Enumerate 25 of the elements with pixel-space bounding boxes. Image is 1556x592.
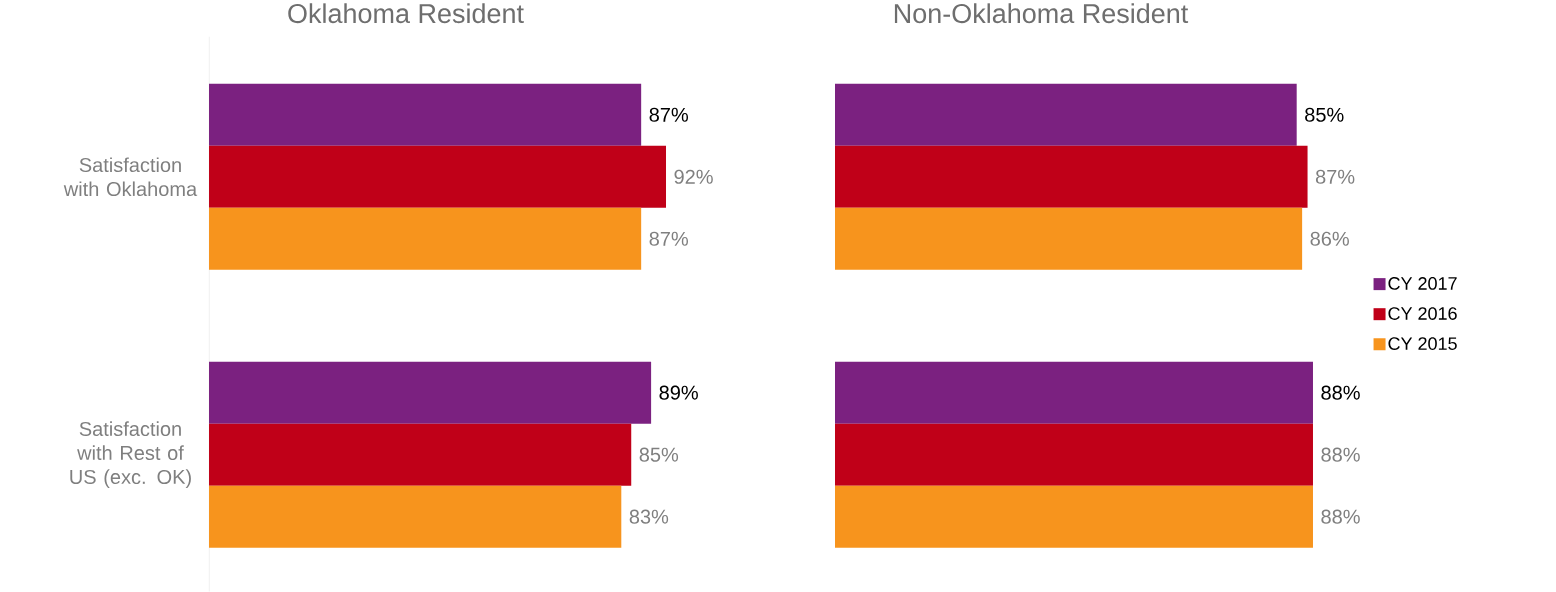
data-label: 88%: [1321, 447, 1360, 462]
data-label: 87%: [649, 107, 688, 122]
data-label: 86%: [1310, 231, 1349, 246]
bar: [209, 485, 622, 548]
bar: [209, 207, 642, 270]
data-label: 83%: [629, 509, 669, 524]
bar: [209, 145, 667, 208]
y-tick-label: Satisfaction with Oklahoma: [63, 157, 198, 197]
data-label: 87%: [649, 231, 688, 246]
chart-title: Non-Oklahoma Resident: [894, 3, 1189, 24]
chart-title: Oklahoma Resident: [288, 3, 524, 24]
data-label: 92%: [674, 169, 713, 184]
legend-label: CY 2017: [1388, 277, 1457, 290]
data-label: 88%: [1321, 385, 1360, 400]
data-label: 88%: [1321, 509, 1360, 524]
bar: [209, 83, 642, 146]
legend-label: CY 2016: [1388, 307, 1457, 320]
data-label: 89%: [659, 385, 698, 400]
data-label: 87%: [1315, 169, 1355, 184]
y-tick-label: Satisfaction with Rest of US (exc. OK): [70, 421, 191, 489]
data-label: 85%: [639, 447, 679, 462]
bar: [209, 361, 652, 424]
bar: [209, 423, 632, 486]
legend-label: CY 2015: [1388, 337, 1457, 351]
data-label: 85%: [1305, 107, 1344, 122]
